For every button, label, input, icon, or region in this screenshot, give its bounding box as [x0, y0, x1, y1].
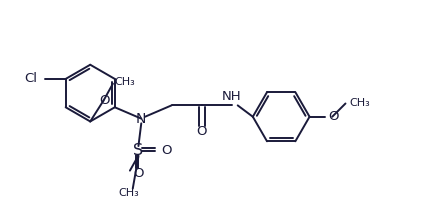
- Text: Cl: Cl: [24, 72, 37, 85]
- Text: CH₃: CH₃: [118, 188, 139, 198]
- Text: O: O: [196, 125, 206, 138]
- Text: CH₃: CH₃: [348, 99, 369, 108]
- Text: N: N: [136, 112, 146, 126]
- Text: O: O: [99, 94, 109, 107]
- Text: O: O: [133, 167, 143, 180]
- Text: O: O: [328, 110, 338, 123]
- Text: NH: NH: [222, 91, 241, 103]
- Text: CH₃: CH₃: [114, 77, 135, 87]
- Text: O: O: [161, 144, 171, 157]
- Text: S: S: [133, 143, 143, 158]
